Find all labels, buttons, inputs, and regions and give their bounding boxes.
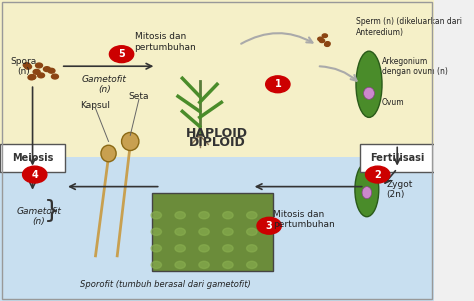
Circle shape — [175, 261, 185, 268]
Circle shape — [151, 212, 162, 219]
Circle shape — [109, 46, 134, 63]
FancyBboxPatch shape — [152, 193, 273, 271]
Text: Gametofit
(n): Gametofit (n) — [17, 207, 62, 226]
Circle shape — [52, 74, 58, 79]
Circle shape — [151, 261, 162, 268]
Ellipse shape — [362, 187, 372, 199]
Text: Kapsul: Kapsul — [81, 101, 110, 110]
Circle shape — [28, 75, 35, 80]
Text: 2: 2 — [374, 169, 381, 180]
Circle shape — [33, 70, 40, 74]
Text: Meiosis: Meiosis — [12, 153, 53, 163]
Circle shape — [223, 261, 233, 268]
Circle shape — [199, 212, 209, 219]
Circle shape — [319, 39, 325, 42]
Circle shape — [246, 245, 257, 252]
Circle shape — [25, 64, 32, 69]
Circle shape — [246, 228, 257, 235]
Ellipse shape — [356, 51, 382, 117]
Circle shape — [223, 245, 233, 252]
Circle shape — [44, 67, 50, 72]
Text: Sporofit (tumbuh berasal dari gametofit): Sporofit (tumbuh berasal dari gametofit) — [80, 280, 250, 289]
Circle shape — [223, 212, 233, 219]
Text: Seta: Seta — [128, 92, 149, 101]
Circle shape — [325, 43, 330, 46]
Text: Arkegonium
dengan ovum (n): Arkegonium dengan ovum (n) — [382, 57, 448, 76]
Ellipse shape — [121, 132, 139, 150]
Text: Zygot
(2n): Zygot (2n) — [386, 180, 413, 199]
Circle shape — [199, 245, 209, 252]
Text: 5: 5 — [118, 49, 125, 59]
Circle shape — [199, 261, 209, 268]
Text: 3: 3 — [266, 221, 273, 231]
Circle shape — [37, 73, 45, 78]
Ellipse shape — [364, 87, 374, 99]
Circle shape — [151, 228, 162, 235]
Text: Gametofit
(n): Gametofit (n) — [82, 75, 127, 94]
Text: Ovum: Ovum — [382, 98, 405, 107]
Circle shape — [175, 212, 185, 219]
Text: DIPLOID: DIPLOID — [189, 136, 246, 149]
Circle shape — [365, 166, 390, 183]
FancyBboxPatch shape — [360, 144, 434, 172]
Text: Fertilisasi: Fertilisasi — [370, 153, 424, 163]
Ellipse shape — [101, 145, 116, 162]
Text: }: } — [44, 199, 60, 223]
Circle shape — [23, 63, 30, 68]
FancyBboxPatch shape — [0, 0, 434, 157]
Circle shape — [257, 217, 281, 234]
Text: Spora
(n): Spora (n) — [11, 57, 37, 76]
Circle shape — [266, 76, 290, 93]
Circle shape — [322, 34, 328, 38]
Circle shape — [36, 63, 43, 68]
Ellipse shape — [355, 163, 379, 217]
Circle shape — [175, 228, 185, 235]
FancyBboxPatch shape — [0, 157, 434, 301]
Circle shape — [48, 68, 55, 73]
Text: 4: 4 — [31, 169, 38, 180]
Circle shape — [325, 42, 330, 45]
Text: Sperm (n) (dikeluarkan dari
Anteredium): Sperm (n) (dikeluarkan dari Anteredium) — [356, 17, 462, 37]
Text: 1: 1 — [274, 79, 281, 89]
Circle shape — [223, 228, 233, 235]
Circle shape — [318, 37, 323, 41]
Text: Mitosis dan
pertumbuhan: Mitosis dan pertumbuhan — [273, 210, 335, 229]
Circle shape — [29, 75, 36, 79]
Text: Mitosis dan
pertumbuhan: Mitosis dan pertumbuhan — [135, 33, 196, 52]
FancyBboxPatch shape — [0, 144, 65, 172]
Circle shape — [246, 212, 257, 219]
Circle shape — [246, 261, 257, 268]
Circle shape — [23, 166, 47, 183]
Circle shape — [199, 228, 209, 235]
Circle shape — [151, 245, 162, 252]
Circle shape — [175, 245, 185, 252]
Text: HAPLOID: HAPLOID — [186, 127, 248, 140]
